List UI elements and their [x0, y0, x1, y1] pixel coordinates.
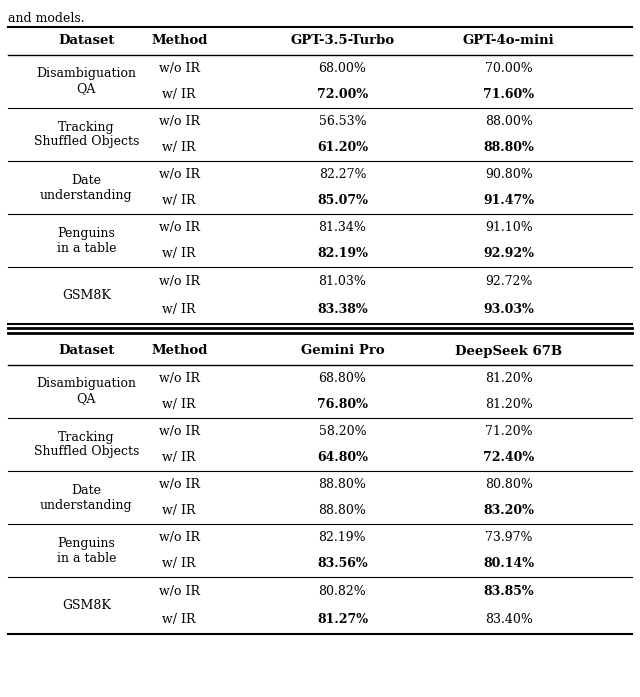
- Text: 81.03%: 81.03%: [319, 275, 366, 288]
- Text: Method: Method: [151, 34, 207, 47]
- Text: Disambiguation
QA: Disambiguation QA: [36, 68, 136, 95]
- Text: 83.40%: 83.40%: [485, 613, 532, 626]
- Text: and models.: and models.: [8, 12, 84, 25]
- Text: w/ IR: w/ IR: [163, 141, 196, 154]
- Text: 72.40%: 72.40%: [483, 451, 534, 464]
- Text: Gemini Pro: Gemini Pro: [301, 344, 384, 358]
- Text: 82.19%: 82.19%: [317, 247, 368, 260]
- Text: 64.80%: 64.80%: [317, 451, 368, 464]
- Text: GSM8K: GSM8K: [62, 289, 111, 302]
- Text: w/o IR: w/o IR: [159, 530, 200, 544]
- Text: 81.20%: 81.20%: [485, 398, 532, 411]
- Text: GPT-4o-mini: GPT-4o-mini: [463, 34, 555, 47]
- Text: 80.14%: 80.14%: [483, 557, 534, 570]
- Text: w/o IR: w/o IR: [159, 62, 200, 75]
- Text: w/ IR: w/ IR: [163, 89, 196, 101]
- Text: GPT-3.5-Turbo: GPT-3.5-Turbo: [291, 34, 394, 47]
- Text: w/o IR: w/o IR: [159, 168, 200, 181]
- Text: DeepSeek 67B: DeepSeek 67B: [455, 344, 563, 358]
- Text: w/o IR: w/o IR: [159, 585, 200, 598]
- Text: 82.19%: 82.19%: [319, 530, 366, 544]
- Text: w/o IR: w/o IR: [159, 221, 200, 233]
- Text: 72.00%: 72.00%: [317, 89, 368, 101]
- Text: 71.20%: 71.20%: [485, 424, 532, 438]
- Text: w/ IR: w/ IR: [163, 194, 196, 207]
- Text: 83.85%: 83.85%: [483, 585, 534, 598]
- Text: 58.20%: 58.20%: [319, 424, 366, 438]
- Text: 80.82%: 80.82%: [319, 585, 366, 598]
- Text: Method: Method: [151, 344, 207, 358]
- Text: w/o IR: w/o IR: [159, 372, 200, 385]
- Text: w/o IR: w/o IR: [159, 115, 200, 128]
- Text: Disambiguation
QA: Disambiguation QA: [36, 378, 136, 406]
- Text: 83.20%: 83.20%: [483, 504, 534, 517]
- Text: 68.00%: 68.00%: [319, 62, 366, 75]
- Text: 73.97%: 73.97%: [485, 530, 532, 544]
- Text: Penguins
in a table: Penguins in a table: [57, 227, 116, 254]
- Text: 61.20%: 61.20%: [317, 141, 368, 154]
- Text: 88.80%: 88.80%: [483, 141, 534, 154]
- Text: w/ IR: w/ IR: [163, 303, 196, 316]
- Text: 81.20%: 81.20%: [485, 372, 532, 385]
- Text: 91.10%: 91.10%: [485, 221, 532, 233]
- Text: 88.80%: 88.80%: [319, 477, 366, 491]
- Text: Penguins
in a table: Penguins in a table: [57, 537, 116, 565]
- Text: 70.00%: 70.00%: [485, 62, 532, 75]
- Text: 56.53%: 56.53%: [319, 115, 366, 128]
- Text: 91.47%: 91.47%: [483, 194, 534, 207]
- Text: 92.72%: 92.72%: [485, 275, 532, 288]
- Text: w/ IR: w/ IR: [163, 451, 196, 464]
- Text: 76.80%: 76.80%: [317, 398, 368, 411]
- Text: 93.03%: 93.03%: [483, 303, 534, 316]
- Text: w/ IR: w/ IR: [163, 557, 196, 570]
- Text: 80.80%: 80.80%: [485, 477, 532, 491]
- Text: 71.60%: 71.60%: [483, 89, 534, 101]
- Text: 81.34%: 81.34%: [319, 221, 366, 233]
- Text: 88.80%: 88.80%: [319, 504, 366, 517]
- Text: w/ IR: w/ IR: [163, 247, 196, 260]
- Text: w/o IR: w/o IR: [159, 275, 200, 288]
- Text: 92.92%: 92.92%: [483, 247, 534, 260]
- Text: Tracking
Shuffled Objects: Tracking Shuffled Objects: [34, 431, 139, 459]
- Text: w/ IR: w/ IR: [163, 398, 196, 411]
- Text: w/o IR: w/o IR: [159, 424, 200, 438]
- Text: 88.00%: 88.00%: [485, 115, 532, 128]
- Text: Date
understanding: Date understanding: [40, 174, 132, 201]
- Text: 68.80%: 68.80%: [319, 372, 366, 385]
- Text: Date
understanding: Date understanding: [40, 484, 132, 512]
- Text: 81.27%: 81.27%: [317, 613, 368, 626]
- Text: Dataset: Dataset: [58, 34, 115, 47]
- Text: 90.80%: 90.80%: [485, 168, 532, 181]
- Text: 83.38%: 83.38%: [317, 303, 368, 316]
- Text: Tracking
Shuffled Objects: Tracking Shuffled Objects: [34, 121, 139, 148]
- Text: w/o IR: w/o IR: [159, 477, 200, 491]
- Text: 85.07%: 85.07%: [317, 194, 368, 207]
- Text: Dataset: Dataset: [58, 344, 115, 358]
- Text: w/ IR: w/ IR: [163, 504, 196, 517]
- Text: 82.27%: 82.27%: [319, 168, 366, 181]
- Text: 83.56%: 83.56%: [317, 557, 368, 570]
- Text: w/ IR: w/ IR: [163, 613, 196, 626]
- Text: GSM8K: GSM8K: [62, 599, 111, 612]
